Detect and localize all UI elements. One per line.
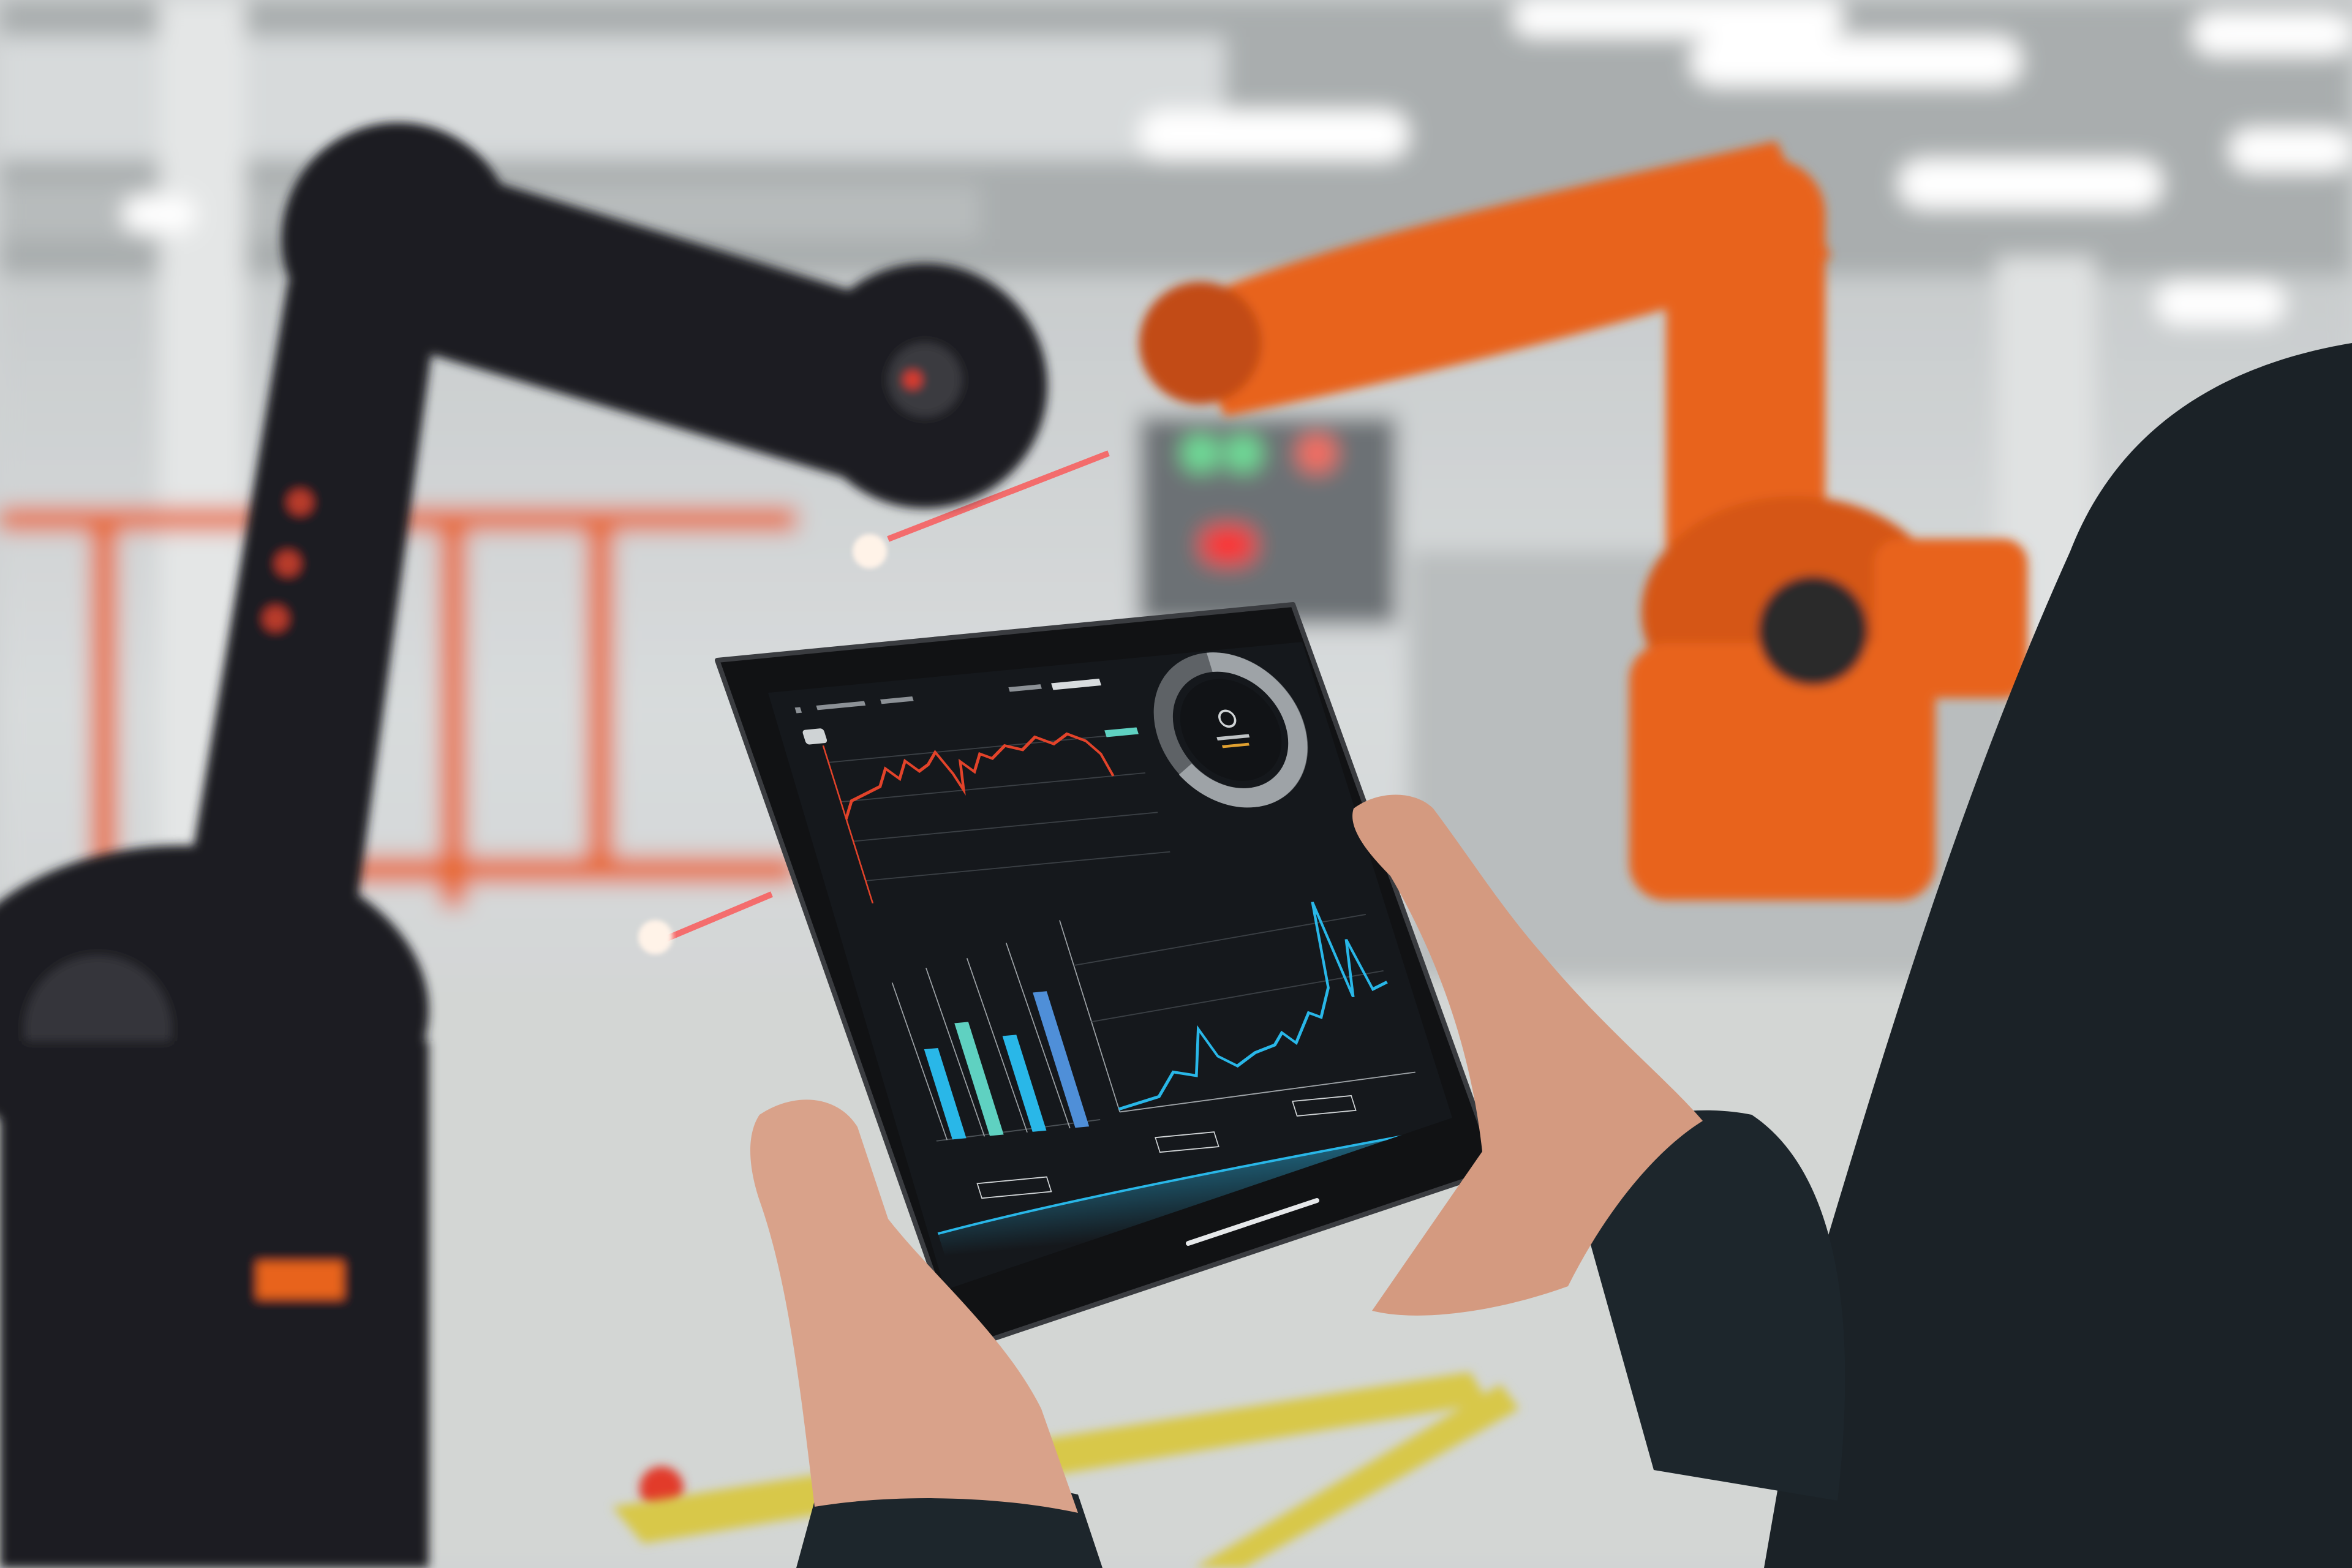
laser-beams (654, 450, 1110, 946)
line-chart-red (802, 727, 1170, 903)
tablet[interactable] (715, 602, 1499, 1352)
right-hand (1352, 794, 1703, 1316)
tablet-screen[interactable] (768, 642, 1452, 1290)
indicator-light (1225, 435, 1262, 472)
machine-panel (1139, 417, 1396, 625)
left-hand (750, 1099, 1078, 1513)
indicator-light (1298, 435, 1335, 472)
warning-light (1200, 527, 1256, 564)
cyan-trace (1118, 902, 1388, 1111)
bar (1002, 1035, 1047, 1132)
black-robot-arm (0, 123, 1047, 1568)
gauge-icon (1218, 709, 1237, 728)
y-axis (822, 745, 874, 903)
indicator-light (1182, 435, 1219, 472)
home-indicator[interactable] (1186, 1198, 1319, 1246)
person-shoulder (1764, 343, 2352, 1568)
bar (924, 1048, 967, 1140)
laser-dot (638, 920, 673, 954)
legend-item (1104, 727, 1139, 737)
ceiling-lights (123, 0, 2352, 325)
line-chart-cyan (1059, 902, 1416, 1113)
bar-chart (891, 943, 1101, 1142)
orange-robot-arm (1139, 141, 2027, 900)
laser-dot (853, 534, 887, 568)
gauge-ring (1153, 652, 1308, 808)
chart-badge (802, 728, 827, 745)
red-trace (845, 732, 1115, 820)
dashboard-top-bar (794, 678, 1102, 714)
bar (954, 1022, 1004, 1136)
bar (1033, 991, 1090, 1128)
right-sleeve (1568, 1110, 1845, 1501)
